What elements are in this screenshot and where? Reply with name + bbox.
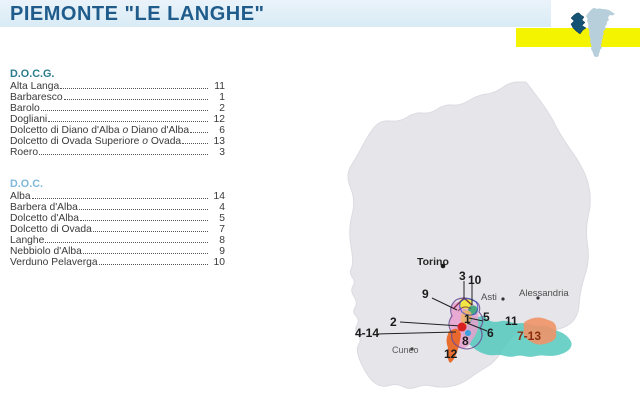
svg-text:9: 9 [422, 287, 429, 301]
svg-text:7-13: 7-13 [517, 329, 541, 343]
svg-text:4-14: 4-14 [355, 326, 379, 340]
svg-text:10: 10 [468, 273, 482, 287]
svg-text:12: 12 [444, 347, 458, 361]
svg-text:6: 6 [487, 326, 494, 340]
svg-text:5: 5 [483, 310, 490, 324]
svg-text:Cuneo: Cuneo [392, 345, 419, 355]
svg-text:Torino: Torino [417, 256, 449, 268]
svg-text:1: 1 [464, 312, 471, 326]
svg-text:3: 3 [459, 269, 466, 283]
svg-text:Asti: Asti [481, 292, 497, 303]
svg-text:Alessandria: Alessandria [519, 288, 569, 299]
svg-text:8: 8 [462, 334, 469, 348]
svg-text:11: 11 [505, 314, 518, 328]
svg-text:2: 2 [390, 315, 397, 329]
